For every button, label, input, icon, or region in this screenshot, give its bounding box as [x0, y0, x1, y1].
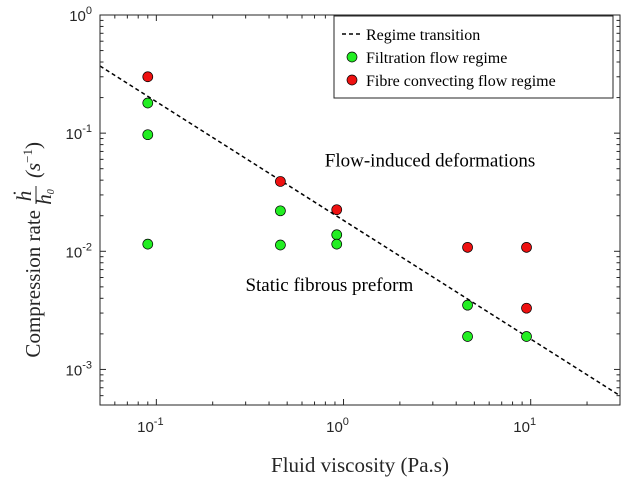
- fibre-convecting-point: [521, 241, 532, 253]
- plot-area-frame: [99, 14, 621, 406]
- regime-transition-line: [99, 65, 621, 397]
- fibre-convecting-point: [142, 71, 154, 83]
- y-axis-title-math: ḣ h0 (s−1): [12, 142, 57, 205]
- filtration-point: [142, 238, 154, 250]
- y-tick-label: 10-1: [66, 123, 92, 143]
- filtration-point: [331, 238, 343, 250]
- filtration-point: [142, 129, 154, 141]
- y-tick-label: 10-2: [66, 241, 92, 261]
- svg-text:ḣ: ḣ: [12, 191, 36, 202]
- legend-box: [333, 15, 614, 99]
- x-axis-title: Fluid viscosity (Pa.s): [271, 453, 449, 477]
- series-layer: [99, 65, 621, 397]
- fibre-convecting-point: [521, 302, 532, 314]
- legend: Regime transition Filtration flow regime…: [333, 15, 614, 99]
- filtration-point: [462, 331, 473, 342]
- x-tick-label: 10-1: [137, 416, 163, 436]
- annotation-text: Static fibrous preform: [245, 275, 413, 296]
- filtration-point: [275, 239, 286, 251]
- y-tick-label: 100: [69, 5, 92, 25]
- fibre-convecting-point: [331, 204, 343, 216]
- svg-text:(s−1): (s−1): [20, 142, 45, 178]
- filtration-point: [331, 229, 343, 241]
- filtration-point: [521, 331, 532, 342]
- x-tick-label: 101: [513, 416, 536, 436]
- filtration-point: [142, 97, 154, 109]
- legend-label-fibre-convecting: Fibre convecting flow regime: [366, 73, 556, 90]
- filtration-point: [462, 299, 473, 311]
- fibre-convecting-point: [275, 176, 286, 187]
- svg-text:Compression rate: Compression rate: [21, 210, 45, 358]
- fibre-convecting-point: [462, 241, 473, 253]
- y-axis-title-text: Compression rate: [21, 210, 45, 358]
- annotation-layer: Flow-induced deformations Static fibrous …: [245, 151, 535, 296]
- legend-swatch-filtration: [346, 51, 358, 63]
- annotation-text: Flow-induced deformations: [325, 151, 536, 172]
- x-tick-label: 100: [326, 416, 349, 436]
- legend-label-regime-transition: Regime transition: [366, 27, 480, 44]
- legend-label-filtration: Filtration flow regime: [366, 50, 507, 67]
- filtration-point: [275, 205, 286, 217]
- y-axis-title: Compression rate ḣ h0 (s−1): [12, 142, 57, 358]
- legend-swatch-fibre-convecting: [346, 74, 358, 86]
- y-tick-label: 10-3: [66, 359, 92, 379]
